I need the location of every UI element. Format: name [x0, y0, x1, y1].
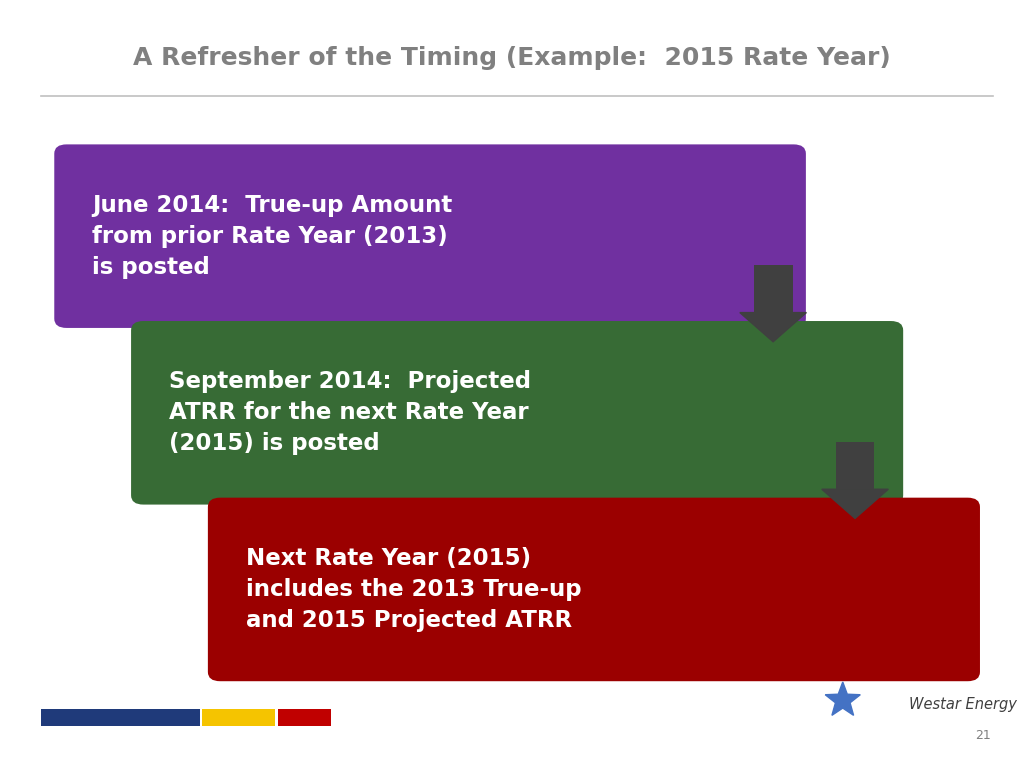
Text: A Refresher of the Timing (Example:  2015 Rate Year): A Refresher of the Timing (Example: 2015… — [133, 45, 891, 70]
Text: 21: 21 — [975, 730, 991, 742]
FancyBboxPatch shape — [131, 321, 903, 505]
Polygon shape — [825, 682, 860, 715]
Text: Westar Energy: Westar Energy — [909, 697, 1017, 712]
Polygon shape — [739, 313, 807, 342]
FancyBboxPatch shape — [208, 498, 980, 681]
Bar — [754, 265, 793, 313]
FancyBboxPatch shape — [54, 144, 806, 328]
Polygon shape — [821, 489, 888, 518]
Bar — [278, 709, 331, 726]
Text: Next Rate Year (2015)
includes the 2013 True-up
and 2015 Projected ATRR: Next Rate Year (2015) includes the 2013 … — [246, 547, 582, 632]
Text: June 2014:  True-up Amount
from prior Rate Year (2013)
is posted: June 2014: True-up Amount from prior Rat… — [92, 194, 453, 279]
Bar — [836, 442, 874, 489]
Text: September 2014:  Projected
ATRR for the next Rate Year
(2015) is posted: September 2014: Projected ATRR for the n… — [169, 370, 531, 455]
Bar — [41, 709, 200, 726]
Bar — [202, 709, 275, 726]
